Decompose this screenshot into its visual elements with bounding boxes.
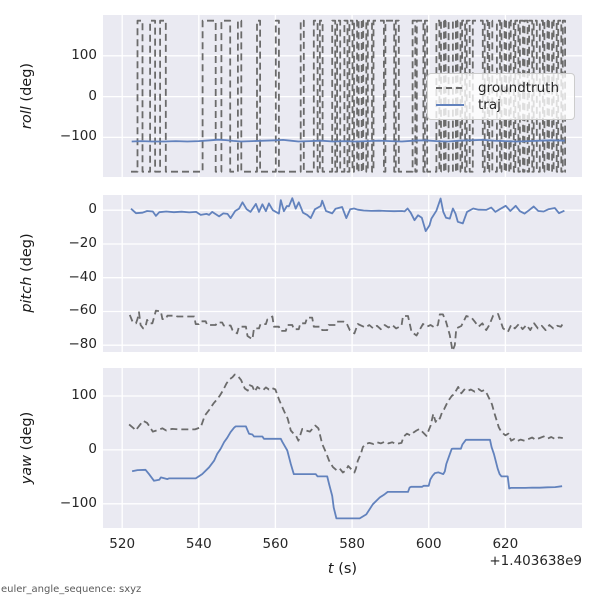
- y-tick-label: 0: [88, 440, 97, 457]
- x-axis-label: t (s): [327, 561, 358, 577]
- y-tick-label: 0: [88, 87, 97, 104]
- pitch-plot-canvas: [103, 195, 582, 352]
- legend-label: traj: [478, 96, 501, 113]
- legend: groundtruth traj: [427, 73, 575, 120]
- yaw-plot-canvas: [103, 368, 582, 528]
- y-tick-label: −80: [68, 336, 98, 353]
- legend-item-traj: traj: [436, 97, 566, 114]
- euler-sequence-footnote: euler_angle_sequence: sxyz: [1, 584, 142, 595]
- x-tick-label: 560: [262, 536, 289, 552]
- y-tick-label: 100: [71, 46, 97, 63]
- y-tick-label: −100: [59, 494, 97, 511]
- y-tick-label: −100: [59, 128, 97, 145]
- y-tick-label: 0: [88, 201, 97, 218]
- x-tick-label: 580: [339, 536, 365, 552]
- pitch-axis-label: pitch (deg): [19, 233, 35, 313]
- x-axis-offset-text: +1.403638e9: [489, 553, 582, 569]
- x-tick-label: 540: [185, 536, 212, 552]
- yaw-axis-label: yaw (deg): [19, 411, 35, 485]
- y-tick-label: −60: [68, 302, 98, 319]
- legend-item-groundtruth: groundtruth: [436, 80, 566, 97]
- legend-label: groundtruth: [478, 80, 560, 97]
- yaw-subplot: [103, 368, 582, 528]
- dashed-line-icon: [436, 87, 464, 90]
- x-tick-label: 520: [109, 536, 136, 552]
- solid-line-icon: [436, 103, 464, 106]
- x-tick-label: 600: [415, 536, 442, 552]
- x-tick-label: 620: [492, 536, 519, 552]
- y-tick-label: 100: [71, 387, 97, 403]
- roll-axis-label: roll (deg): [19, 62, 35, 130]
- y-tick-label: −20: [68, 234, 98, 251]
- y-tick-label: −40: [68, 268, 98, 285]
- pitch-subplot: [103, 195, 582, 352]
